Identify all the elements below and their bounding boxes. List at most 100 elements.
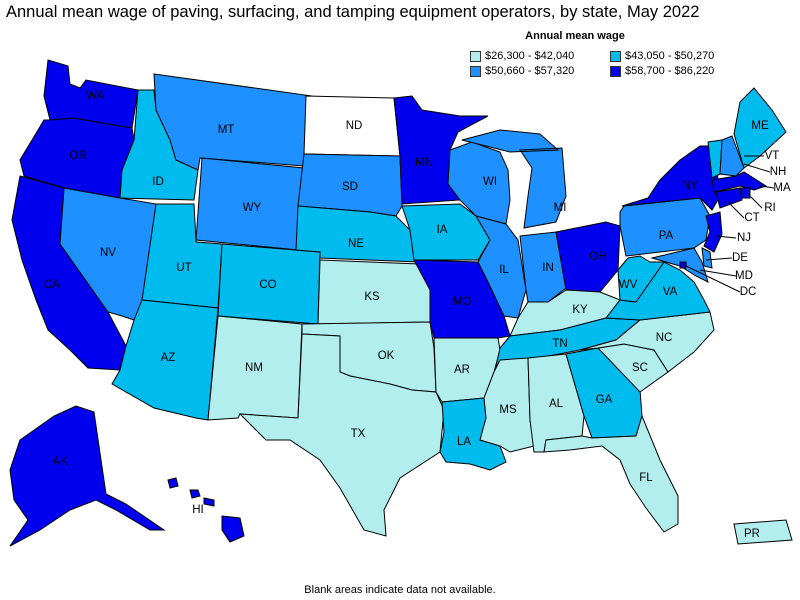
state-mi [461, 129, 567, 229]
state-label-ri: RI [764, 202, 776, 214]
state-nj [703, 211, 723, 253]
state-label-sc: SC [632, 362, 648, 374]
state-label-pr: PR [744, 528, 760, 540]
state-il [474, 215, 527, 319]
legend-label: $26,300 - $42,040 [485, 50, 575, 62]
state-label-fl: FL [639, 472, 653, 484]
legend-title: Annual mean wage [525, 30, 625, 42]
legend-swatch [470, 65, 481, 77]
legend-swatch [470, 50, 481, 62]
state-nc [579, 311, 715, 373]
state-label-nd: ND [346, 120, 363, 132]
state-mn [393, 95, 489, 205]
legend: Annual mean wage $26,300 - $42,040 $43,0… [470, 30, 770, 77]
state-label-ga: GA [596, 394, 613, 406]
state-label-wv: WV [619, 279, 638, 291]
leader-line-de [705, 257, 733, 261]
state-label-ok: OK [378, 350, 395, 362]
state-label-sd: SD [342, 181, 358, 193]
state-mt [153, 73, 313, 171]
state-label-nh: NH [770, 166, 787, 178]
footnote: Blank areas indicate data not available. [304, 584, 496, 596]
state-label-ma: MA [773, 182, 791, 194]
state-tx [238, 333, 445, 537]
legend-item: $26,300 - $42,040 [470, 50, 610, 62]
state-label-ar: AR [454, 364, 470, 376]
leader-line-md [699, 269, 737, 277]
state-label-ks: KS [364, 291, 380, 303]
state-label-az: AZ [161, 352, 176, 364]
state-label-nj: NJ [737, 232, 751, 244]
leader-line-ma [759, 185, 775, 189]
state-wa [43, 59, 139, 129]
leader-line-nh [743, 163, 771, 173]
state-label-nv: NV [100, 247, 116, 259]
state-label-nc: NC [656, 332, 673, 344]
legend-label: $43,050 - $50,270 [625, 50, 715, 62]
state-label-nm: NM [245, 362, 263, 374]
state-label-or: OR [69, 150, 86, 162]
state-label-hi: HI [192, 504, 204, 516]
state-label-wi: WI [483, 176, 497, 188]
state-label-mn: MN [415, 157, 433, 169]
state-ct [715, 187, 743, 209]
state-label-de: DE [732, 252, 748, 264]
state-fl [543, 414, 679, 533]
legend-swatch [610, 50, 621, 62]
leader-line-ct [727, 201, 745, 219]
state-label-ct: CT [744, 212, 759, 224]
state-dc [679, 261, 687, 269]
state-label-va: VA [663, 286, 678, 298]
leader-line-nj [715, 235, 737, 239]
legend-label: $58,700 - $86,220 [625, 65, 715, 77]
state-label-ia: IA [437, 224, 448, 236]
state-label-wa: WA [86, 90, 104, 102]
state-label-tx: TX [351, 428, 366, 440]
state-label-ca: CA [44, 279, 60, 291]
state-label-ut: UT [176, 262, 191, 274]
state-label-wy: WY [243, 202, 262, 214]
state-de [701, 247, 713, 269]
state-label-ak: AK [52, 456, 68, 468]
state-label-dc: DC [740, 286, 757, 298]
map-title: Annual mean wage of paving, surfacing, a… [6, 3, 700, 21]
state-label-in: IN [542, 262, 554, 274]
state-oh [555, 221, 621, 293]
state-wi [447, 141, 511, 225]
state-me [733, 87, 787, 169]
state-label-tn: TN [552, 338, 567, 350]
state-label-ny: NY [682, 180, 698, 192]
state-label-co: CO [259, 279, 276, 291]
state-label-md: MD [735, 270, 753, 282]
state-ak [9, 405, 166, 547]
state-pa [619, 197, 711, 257]
leader-line-dc [683, 264, 741, 293]
state-ny [621, 145, 721, 211]
state-pr [733, 519, 793, 545]
state-label-mo: MO [453, 296, 472, 308]
state-label-ms: MS [499, 404, 517, 416]
legend-item: $43,050 - $50,270 [610, 50, 760, 62]
state-label-id: ID [152, 176, 164, 188]
state-label-ky: KY [572, 304, 588, 316]
state-label-mt: MT [218, 124, 235, 136]
state-label-pa: PA [659, 230, 674, 242]
state-label-ne: NE [348, 238, 364, 250]
state-label-al: AL [549, 398, 564, 410]
legend-item: $58,700 - $86,220 [610, 65, 760, 77]
state-label-la: LA [457, 436, 471, 448]
state-nh [719, 135, 745, 177]
state-label-il: IL [499, 264, 509, 276]
state-wv [617, 255, 665, 303]
state-ma [711, 171, 768, 193]
legend-item: $50,660 - $57,320 [470, 65, 610, 77]
legend-label: $50,660 - $57,320 [485, 65, 575, 77]
state-label-oh: OH [589, 251, 606, 263]
state-label-me: ME [751, 120, 769, 132]
state-label-vt: VT [765, 150, 780, 162]
state-hi [167, 477, 245, 543]
state-label-mi: MI [554, 202, 567, 214]
legend-swatch [610, 65, 621, 77]
leader-line-ri [747, 193, 763, 209]
